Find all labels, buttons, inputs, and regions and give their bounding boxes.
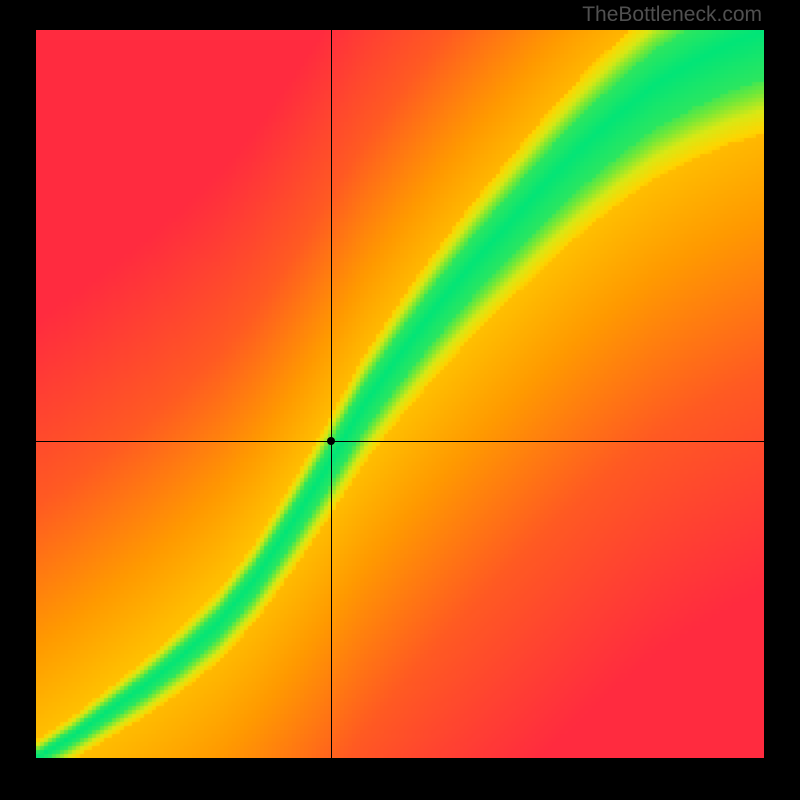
crosshair-vertical xyxy=(331,30,332,758)
watermark-text: TheBottleneck.com xyxy=(582,3,762,27)
crosshair-marker[interactable] xyxy=(327,437,335,445)
bottleneck-heatmap xyxy=(36,30,764,758)
heatmap-canvas xyxy=(36,30,764,758)
crosshair-horizontal xyxy=(36,441,764,442)
